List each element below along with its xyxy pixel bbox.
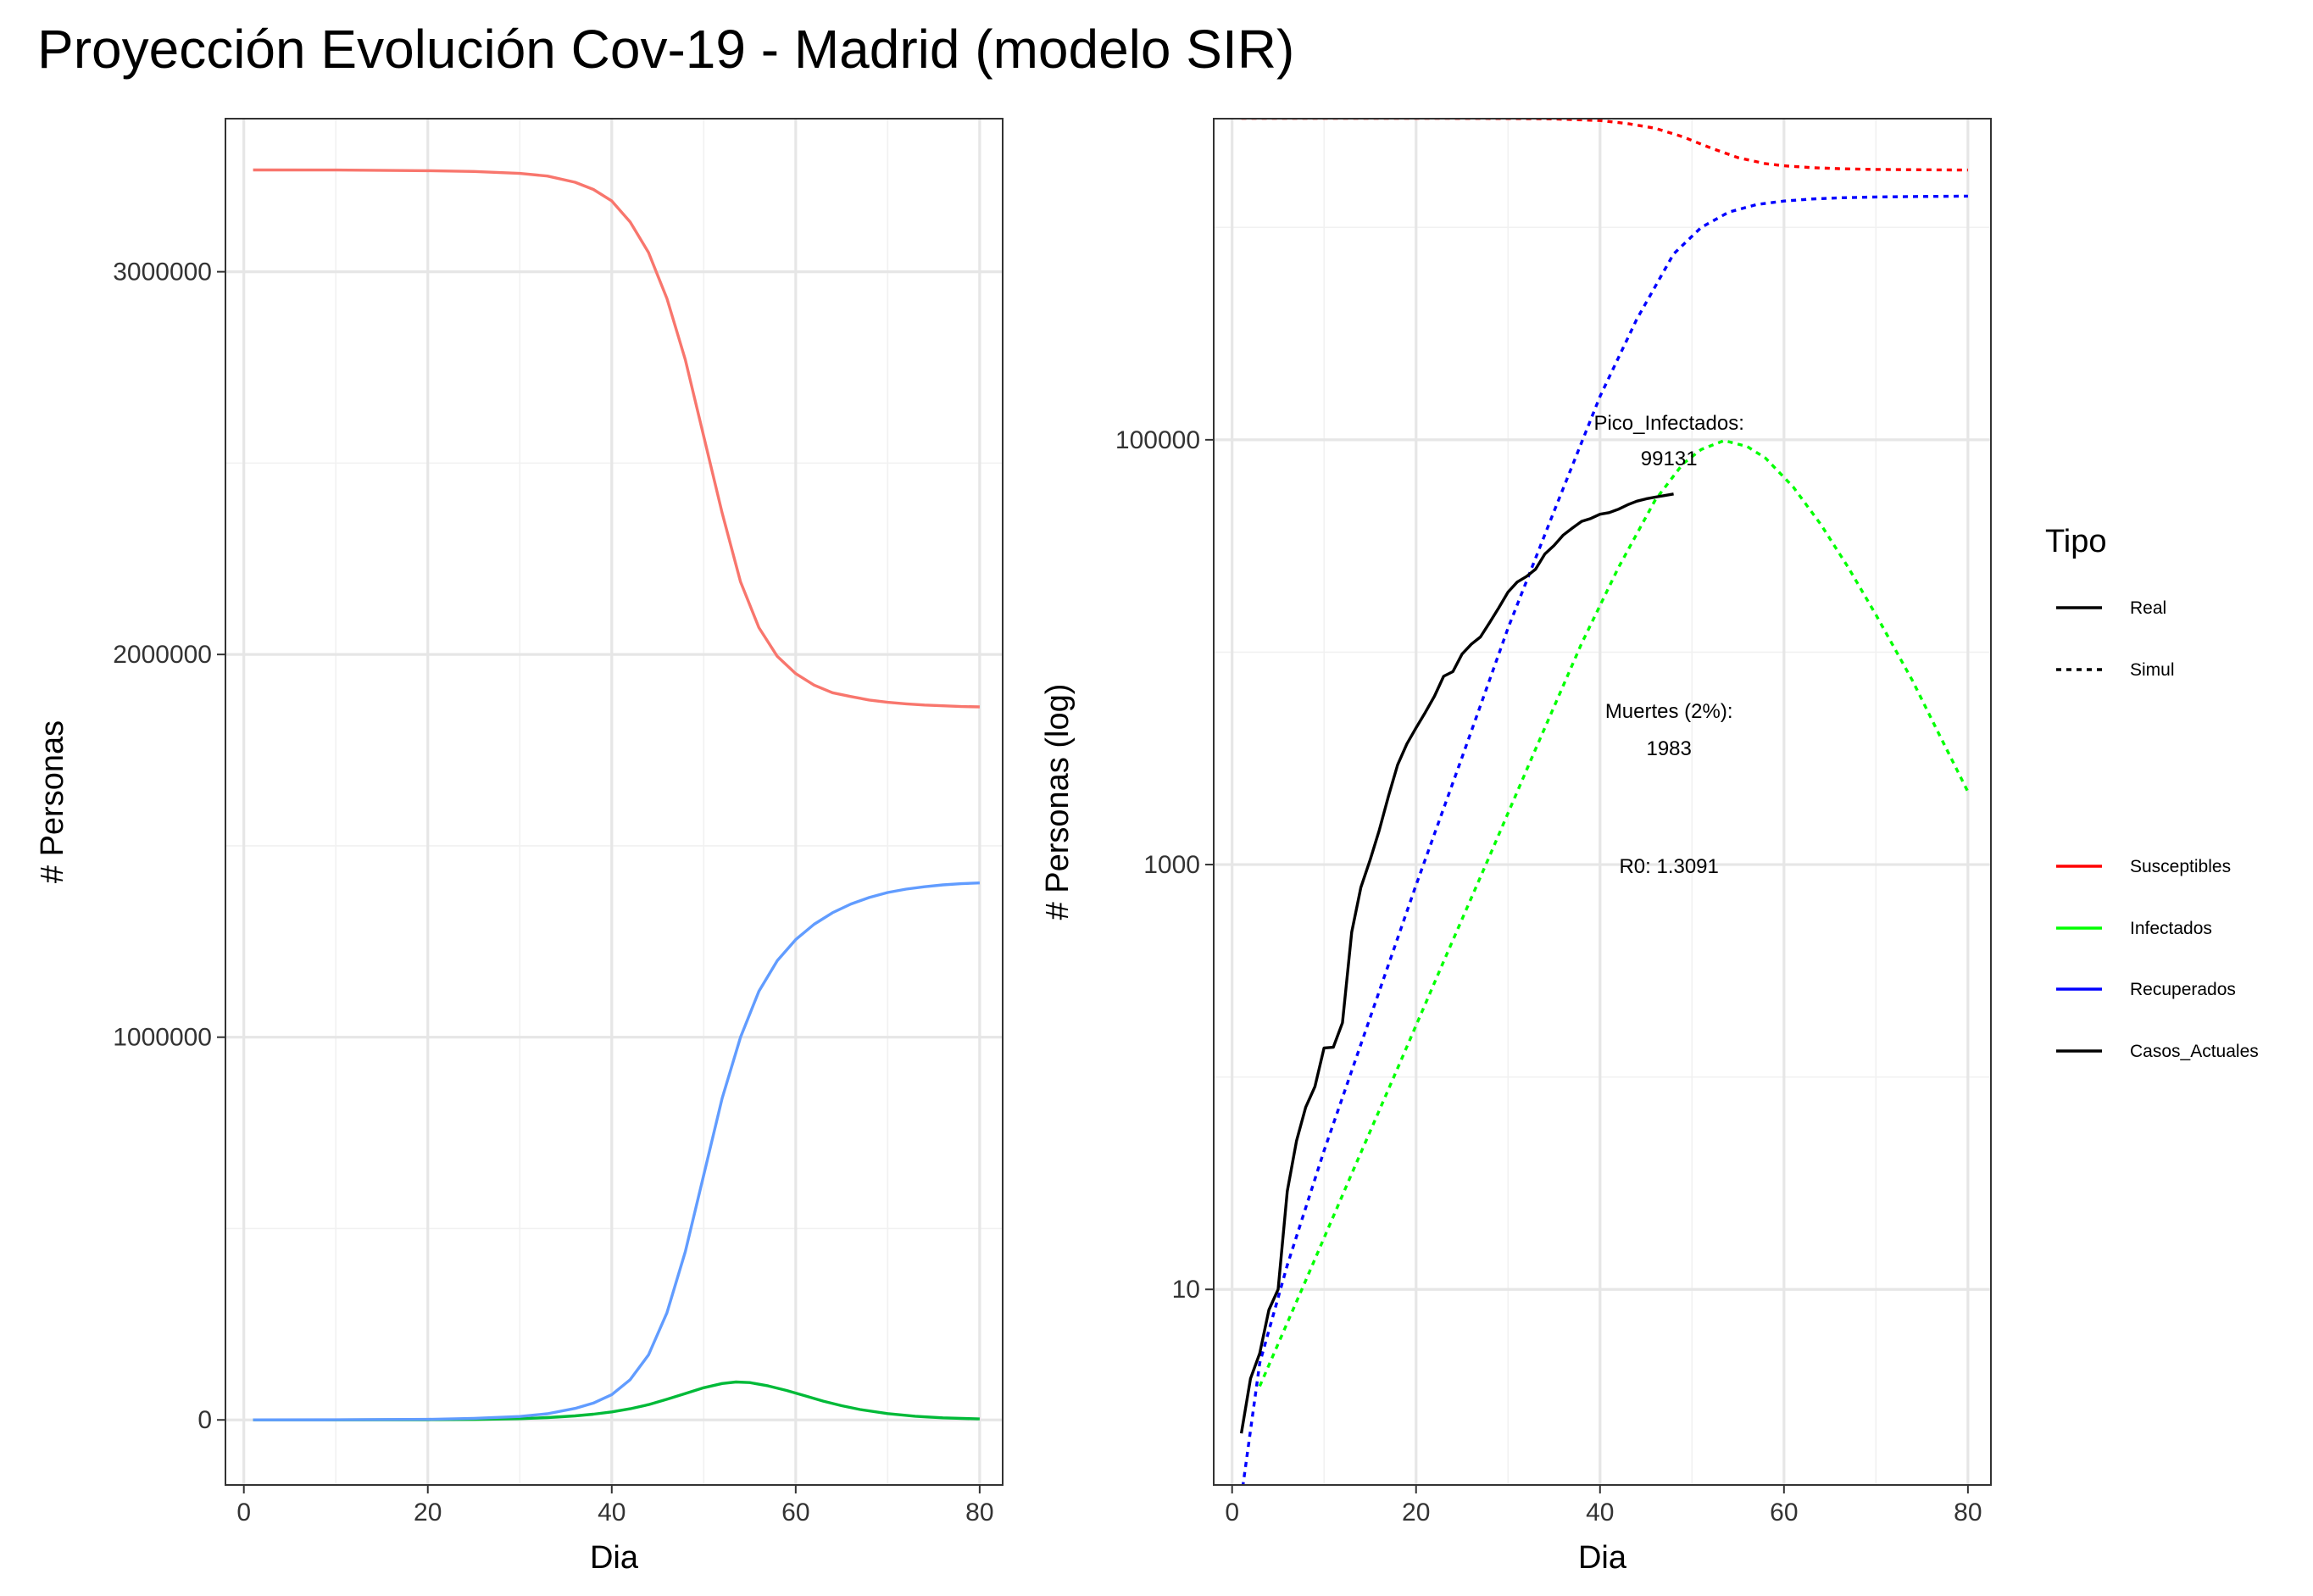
casos-actuales-line [1239, 492, 1674, 1434]
annotation-text: 99131 [1641, 448, 1698, 470]
series-2-line [253, 881, 980, 1421]
x-tick-label: 0 [236, 1499, 251, 1526]
y-tick-label: 100000 [1115, 426, 1200, 454]
y-tick-label: 1000 [1143, 851, 1200, 879]
y-tick-label: 1000000 [113, 1024, 212, 1052]
right-chart: 0 20 40 60 80 10 1000 100000 Pico_Infectados: 991… [1040, 118, 1992, 1576]
x-tick-label: 0 [1225, 1499, 1239, 1526]
x-tick-label: 20 [414, 1499, 442, 1526]
panel-border [225, 118, 1004, 1486]
panel-border [1213, 118, 1992, 1486]
x-tick-label: 20 [1402, 1499, 1430, 1526]
x-tick-label: 40 [1586, 1499, 1614, 1526]
susceptibles-line [1241, 119, 1968, 172]
series-0-line [253, 168, 980, 709]
x-axis-title: Dia [1578, 1540, 1627, 1576]
y-axis-title: # Personas [35, 720, 70, 883]
x-tick-label: 60 [781, 1499, 809, 1526]
y-tick-label: 2000000 [113, 641, 212, 669]
legend-label-recuperados: Recuperados [2130, 980, 2236, 999]
legend-label-susceptibles: Susceptibles [2130, 857, 2231, 876]
series-1-line [253, 1380, 980, 1421]
left-chart: 0 20 40 60 80 0 1000000 2000000 3000000 Dia # Pers… [35, 118, 1004, 1576]
y-tick-label: 0 [197, 1406, 212, 1434]
infectados-line [1258, 439, 1970, 1387]
x-tick-label: 40 [598, 1499, 626, 1526]
legend-title: Tipo [2045, 524, 2107, 559]
legend: Tipo Real Simul Susceptibles Infectados Recup… [2045, 524, 2259, 1061]
y-tick-label: 3000000 [113, 259, 212, 286]
plot-background [1214, 119, 1991, 1485]
x-axis-title: Dia [590, 1540, 639, 1576]
x-tick-label: 80 [965, 1499, 993, 1526]
annotation-text: Muertes (2%): [1605, 700, 1733, 723]
annotation-text: R0: 1.3091 [1619, 855, 1718, 878]
x-tick-label: 80 [1954, 1499, 1982, 1526]
legend-label-casos-actuales: Casos_Actuales [2130, 1042, 2259, 1061]
plot-background [225, 119, 1003, 1485]
y-tick-label: 10 [1172, 1276, 1200, 1304]
y-axis-title: # Personas (log) [1040, 684, 1076, 920]
x-tick-label: 60 [1770, 1499, 1798, 1526]
legend-label-real: Real [2130, 598, 2166, 618]
annotation-text: Pico_Infectados: [1593, 412, 1743, 435]
legend-label-simul: Simul [2130, 660, 2175, 680]
legend-label-infectados: Infectados [2130, 919, 2212, 938]
figure-title: Proyección Evolución Cov-19 - Madrid (mo… [37, 19, 1294, 80]
annotation-text: 1983 [1646, 737, 1691, 760]
